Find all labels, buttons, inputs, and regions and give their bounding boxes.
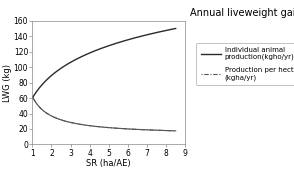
Title: Annual liveweight gain: Annual liveweight gain xyxy=(191,8,294,18)
Legend: Individual animal
production(kgho/yr), Production per hectare
(kgha/yr): Individual animal production(kgho/yr), P… xyxy=(196,43,294,85)
Y-axis label: LWG (kg): LWG (kg) xyxy=(3,64,12,101)
X-axis label: SR (ha/AE): SR (ha/AE) xyxy=(86,159,131,168)
